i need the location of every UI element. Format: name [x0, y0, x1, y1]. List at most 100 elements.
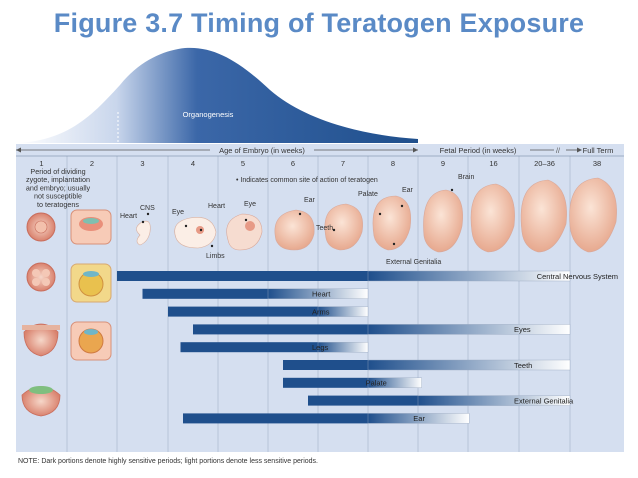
- blastocyst-layer: [22, 325, 60, 330]
- bar-dark-segment: [117, 271, 368, 281]
- organ-site-labels: CNS Heart Eye Heart Eye Limbs Ear Teeth …: [120, 174, 474, 266]
- bar-label: Teeth: [514, 361, 532, 370]
- site-dot: [244, 218, 248, 222]
- header-row: Age of Embryo (in weeks) Fetal Period (i…: [16, 146, 613, 155]
- teratogen-site-note: • Indicates common site of action of ter…: [236, 177, 378, 184]
- organogenesis-label: Organogenesis: [183, 110, 234, 119]
- period-note-line: Period of dividing: [30, 167, 85, 176]
- bar-light-segment: [367, 324, 571, 335]
- week-label: 38: [593, 159, 601, 168]
- blastocyst-illustration: [23, 323, 59, 357]
- bar-dark-segment: [308, 395, 418, 406]
- period-note-line: to teratogens: [37, 200, 79, 209]
- bar-label: Eyes: [514, 325, 531, 334]
- week20-36-fetus: [520, 179, 567, 253]
- full-term-label: Full Term: [583, 146, 614, 155]
- bar-dark-segment: [180, 342, 318, 353]
- bar-light-segment: [317, 342, 369, 353]
- label-heart-wk4: Heart: [208, 203, 225, 210]
- week-label: 9: [441, 159, 445, 168]
- early-stage-illustrations: [21, 209, 112, 417]
- label-brain: Brain: [458, 174, 474, 181]
- site-dot: [141, 220, 145, 224]
- week8-embryo: [372, 195, 411, 251]
- organogenesis-curve: [16, 47, 418, 143]
- week5-heart: [245, 221, 255, 231]
- week-label: 16: [489, 159, 497, 168]
- footnote: NOTE: Dark portions denote highly sensit…: [18, 458, 318, 465]
- site-dot: [146, 212, 150, 216]
- site-dot: [199, 228, 203, 232]
- week38-fetus: [569, 177, 617, 253]
- figure-title: Figure 3.7 Timing of Teratogen Exposure: [53, 8, 585, 38]
- week-label: 4: [191, 159, 195, 168]
- bar-light-segment: [367, 377, 422, 388]
- bar-dark-segment: [142, 288, 268, 299]
- week3-embryo: [136, 220, 151, 246]
- arrow-head-fullterm-icon: [577, 147, 582, 153]
- bar-label: Arms: [312, 307, 330, 316]
- label-limbs: Limbs: [206, 253, 225, 260]
- week-label: 3: [140, 159, 144, 168]
- label-ear-wk8: Ear: [402, 187, 414, 194]
- week16-fetus: [470, 183, 515, 253]
- bar-dark-segment: [183, 413, 368, 424]
- bar-light-segment: [267, 288, 369, 299]
- bar-dark-segment: [283, 360, 368, 370]
- week7-embryo: [324, 203, 363, 251]
- bar-dark-segment: [193, 324, 368, 335]
- bar-label: Legs: [312, 343, 329, 352]
- fetal-header: Fetal Period (in weeks): [440, 146, 517, 155]
- teratogen-site-markers: [141, 188, 454, 248]
- label-eye-wk5: Eye: [244, 201, 256, 208]
- morula-cell: [42, 278, 50, 286]
- axis-break-icon: //: [556, 148, 560, 155]
- sensitivity-bars: Central Nervous System Heart Arms Eyes Legs T…: [117, 270, 618, 424]
- week-label: 2: [90, 159, 94, 168]
- week-label: 5: [241, 159, 245, 168]
- week4-embryo: [174, 217, 217, 249]
- bar-label: Central Nervous System: [537, 272, 618, 281]
- site-dot: [400, 204, 404, 208]
- bar-label: Ear: [413, 414, 425, 423]
- site-dot: [392, 242, 396, 246]
- site-dot: [184, 224, 188, 228]
- week-label: 1: [39, 159, 43, 168]
- period-note: Period of dividing zygote, implantation an…: [26, 167, 91, 209]
- bar-light-segment: [317, 306, 369, 317]
- week2-embryo-amnion: [83, 218, 99, 224]
- label-heart-wk3: Heart: [120, 213, 137, 220]
- site-dot: [450, 188, 454, 192]
- period-note-line: and embryo; usually: [26, 183, 91, 192]
- bar-dark-segment: [168, 306, 318, 317]
- label-ear-wk6: Ear: [304, 197, 316, 204]
- week2-amnion: [83, 271, 99, 277]
- label-eye-wk4: Eye: [172, 209, 184, 216]
- bar-dark-segment: [283, 377, 368, 388]
- week-label: 20–36: [534, 159, 555, 168]
- bar-label: Palate: [366, 379, 387, 388]
- embryo-illustrations: [136, 177, 617, 253]
- morula-cell: [42, 269, 50, 277]
- period-note-line: zygote, implantation: [26, 175, 90, 184]
- zygote-nucleus: [34, 220, 48, 234]
- bar-label: Heart: [312, 290, 331, 299]
- bar-light-segment: [417, 395, 571, 406]
- arrow-head-left-icon: [16, 147, 21, 153]
- morula-cell: [32, 269, 40, 277]
- embryo-header: Age of Embryo (in weeks): [219, 146, 305, 155]
- week-label: 6: [291, 159, 295, 168]
- arrow-head-right-icon: [413, 147, 418, 153]
- label-teeth: Teeth: [316, 225, 333, 232]
- site-dot: [298, 212, 302, 216]
- period-note-line: not susceptible: [34, 192, 82, 201]
- week-label: 7: [341, 159, 345, 168]
- bar-label: External Genitalia: [514, 396, 574, 405]
- label-external-genitalia: External Genitalia: [386, 259, 441, 266]
- morula-illustration: [26, 262, 56, 292]
- week-label: 8: [391, 159, 395, 168]
- label-palate: Palate: [358, 191, 378, 198]
- implantation-site: [29, 386, 53, 394]
- week-labels: 1 2 3 4 5 6 7 8 9 16 20–36 38: [39, 159, 601, 168]
